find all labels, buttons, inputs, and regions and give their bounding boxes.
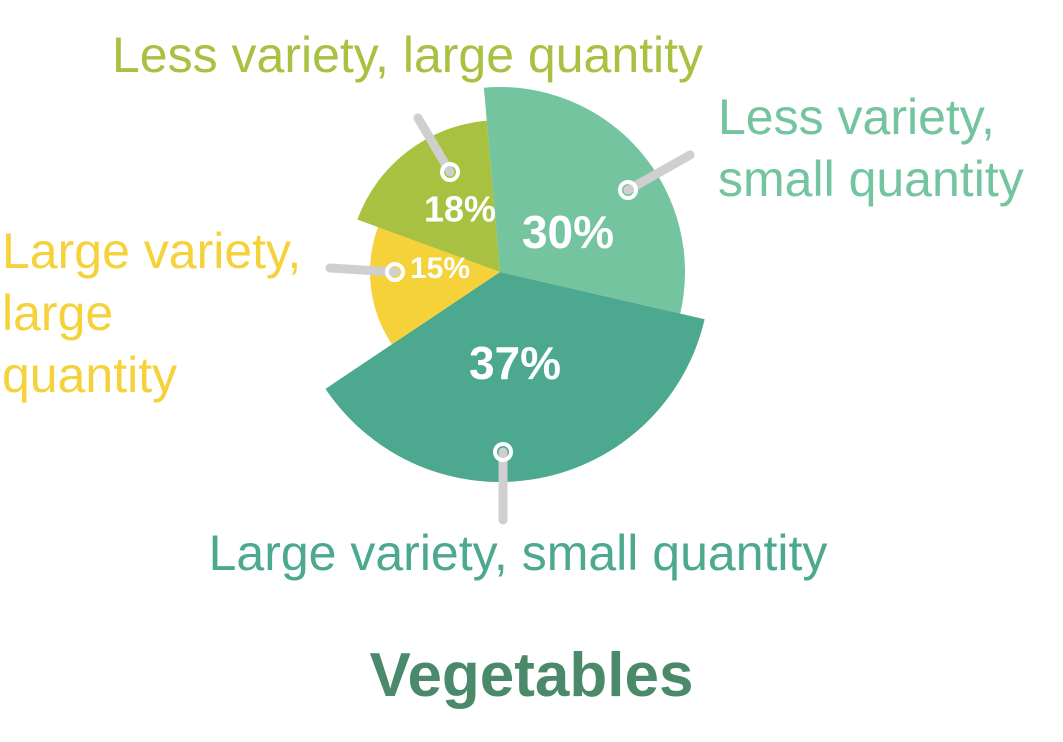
value-label: 37% xyxy=(469,337,561,389)
category-label: Large variety, large quantity xyxy=(2,223,302,403)
leader-dot xyxy=(493,442,513,462)
pie-slice xyxy=(370,227,500,345)
category-label: Large variety, small quantity xyxy=(208,525,828,581)
value-label: 15% xyxy=(410,252,470,285)
pie-slice xyxy=(357,120,500,273)
leader-dot xyxy=(440,162,460,182)
category-label: Less variety, large quantity xyxy=(112,27,704,83)
value-label: 30% xyxy=(522,206,614,258)
pie-slice xyxy=(483,87,686,314)
value-label: 18% xyxy=(424,189,496,230)
chart-title: Vegetables xyxy=(369,641,694,710)
leader-dot xyxy=(385,262,405,282)
leader-line xyxy=(325,263,400,277)
pie-slice xyxy=(325,272,705,483)
category-label: Less variety, small quantity xyxy=(718,89,1024,207)
leader-line xyxy=(413,113,455,177)
leader-dot xyxy=(618,180,638,200)
leader-line xyxy=(623,150,695,195)
